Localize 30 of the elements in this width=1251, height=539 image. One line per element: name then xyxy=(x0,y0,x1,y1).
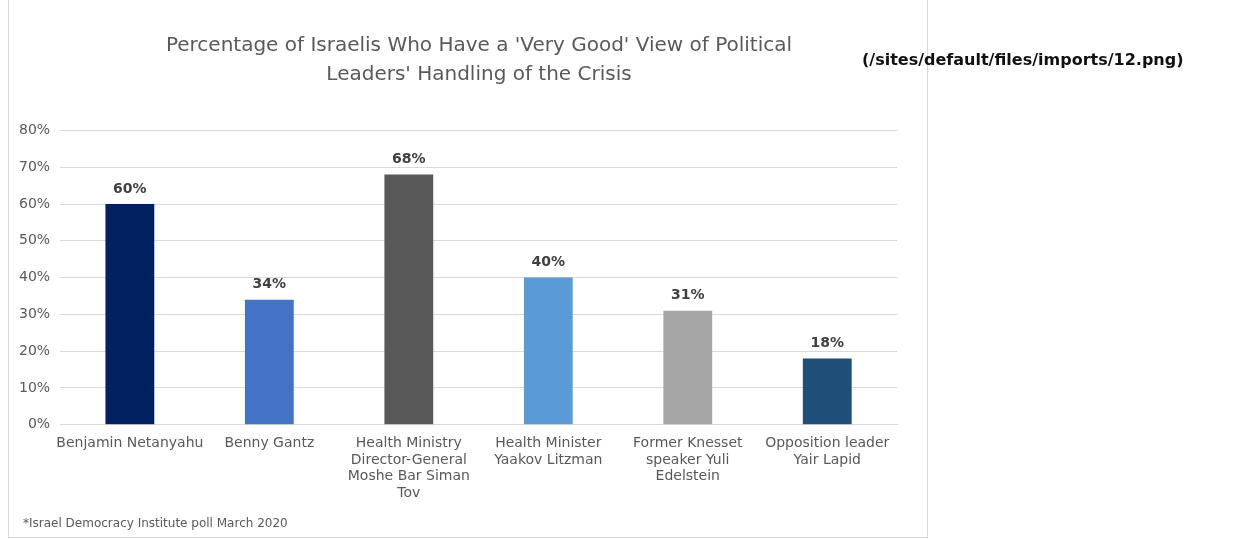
bar xyxy=(384,174,434,425)
x-tick-label: Benjamin Netanyahu xyxy=(56,433,204,450)
x-tick-label: Benny Gantz xyxy=(224,433,315,450)
x-tick-label: Opposition leader Yair Lapid xyxy=(765,433,890,467)
y-tick-label: 0% xyxy=(27,415,51,432)
y-tick-label: 80% xyxy=(18,121,51,138)
x-tick-label: Health Minister Yaakov Litzman xyxy=(493,433,603,467)
data-label: 34% xyxy=(252,275,287,292)
y-tick-label: 40% xyxy=(18,268,51,285)
bar xyxy=(105,204,155,425)
bar xyxy=(244,299,294,425)
chart-title: Percentage of Israelis Who Have a 'Very Good' View of Political Leaders' Handling of the Crisis xyxy=(164,31,794,87)
bar xyxy=(523,277,573,425)
y-tick-label: 30% xyxy=(18,305,51,322)
y-tick-label: 50% xyxy=(18,231,51,248)
data-label: 31% xyxy=(671,286,705,303)
y-tick-label: 70% xyxy=(18,157,51,174)
bar xyxy=(802,358,852,425)
x-tick-label: Health Ministry Director-General Moshe Bar Siman Tov xyxy=(347,433,470,501)
bar xyxy=(663,310,713,425)
data-label: 68% xyxy=(392,150,426,167)
y-tick-label: 60% xyxy=(18,194,51,211)
y-tick-label: 10% xyxy=(18,378,51,395)
text: *Israel Democracy Institute poll March 2020 xyxy=(23,516,288,530)
y-tick-label: 20% xyxy=(18,341,51,358)
x-tick-label: Former Knesset speaker Yuli Edelstein xyxy=(633,433,744,484)
data-label: 60% xyxy=(113,179,147,196)
data-label: 40% xyxy=(531,253,566,270)
text: (/sites/default/files/imports/12.png) xyxy=(862,50,1184,69)
data-label: 18% xyxy=(810,334,845,351)
